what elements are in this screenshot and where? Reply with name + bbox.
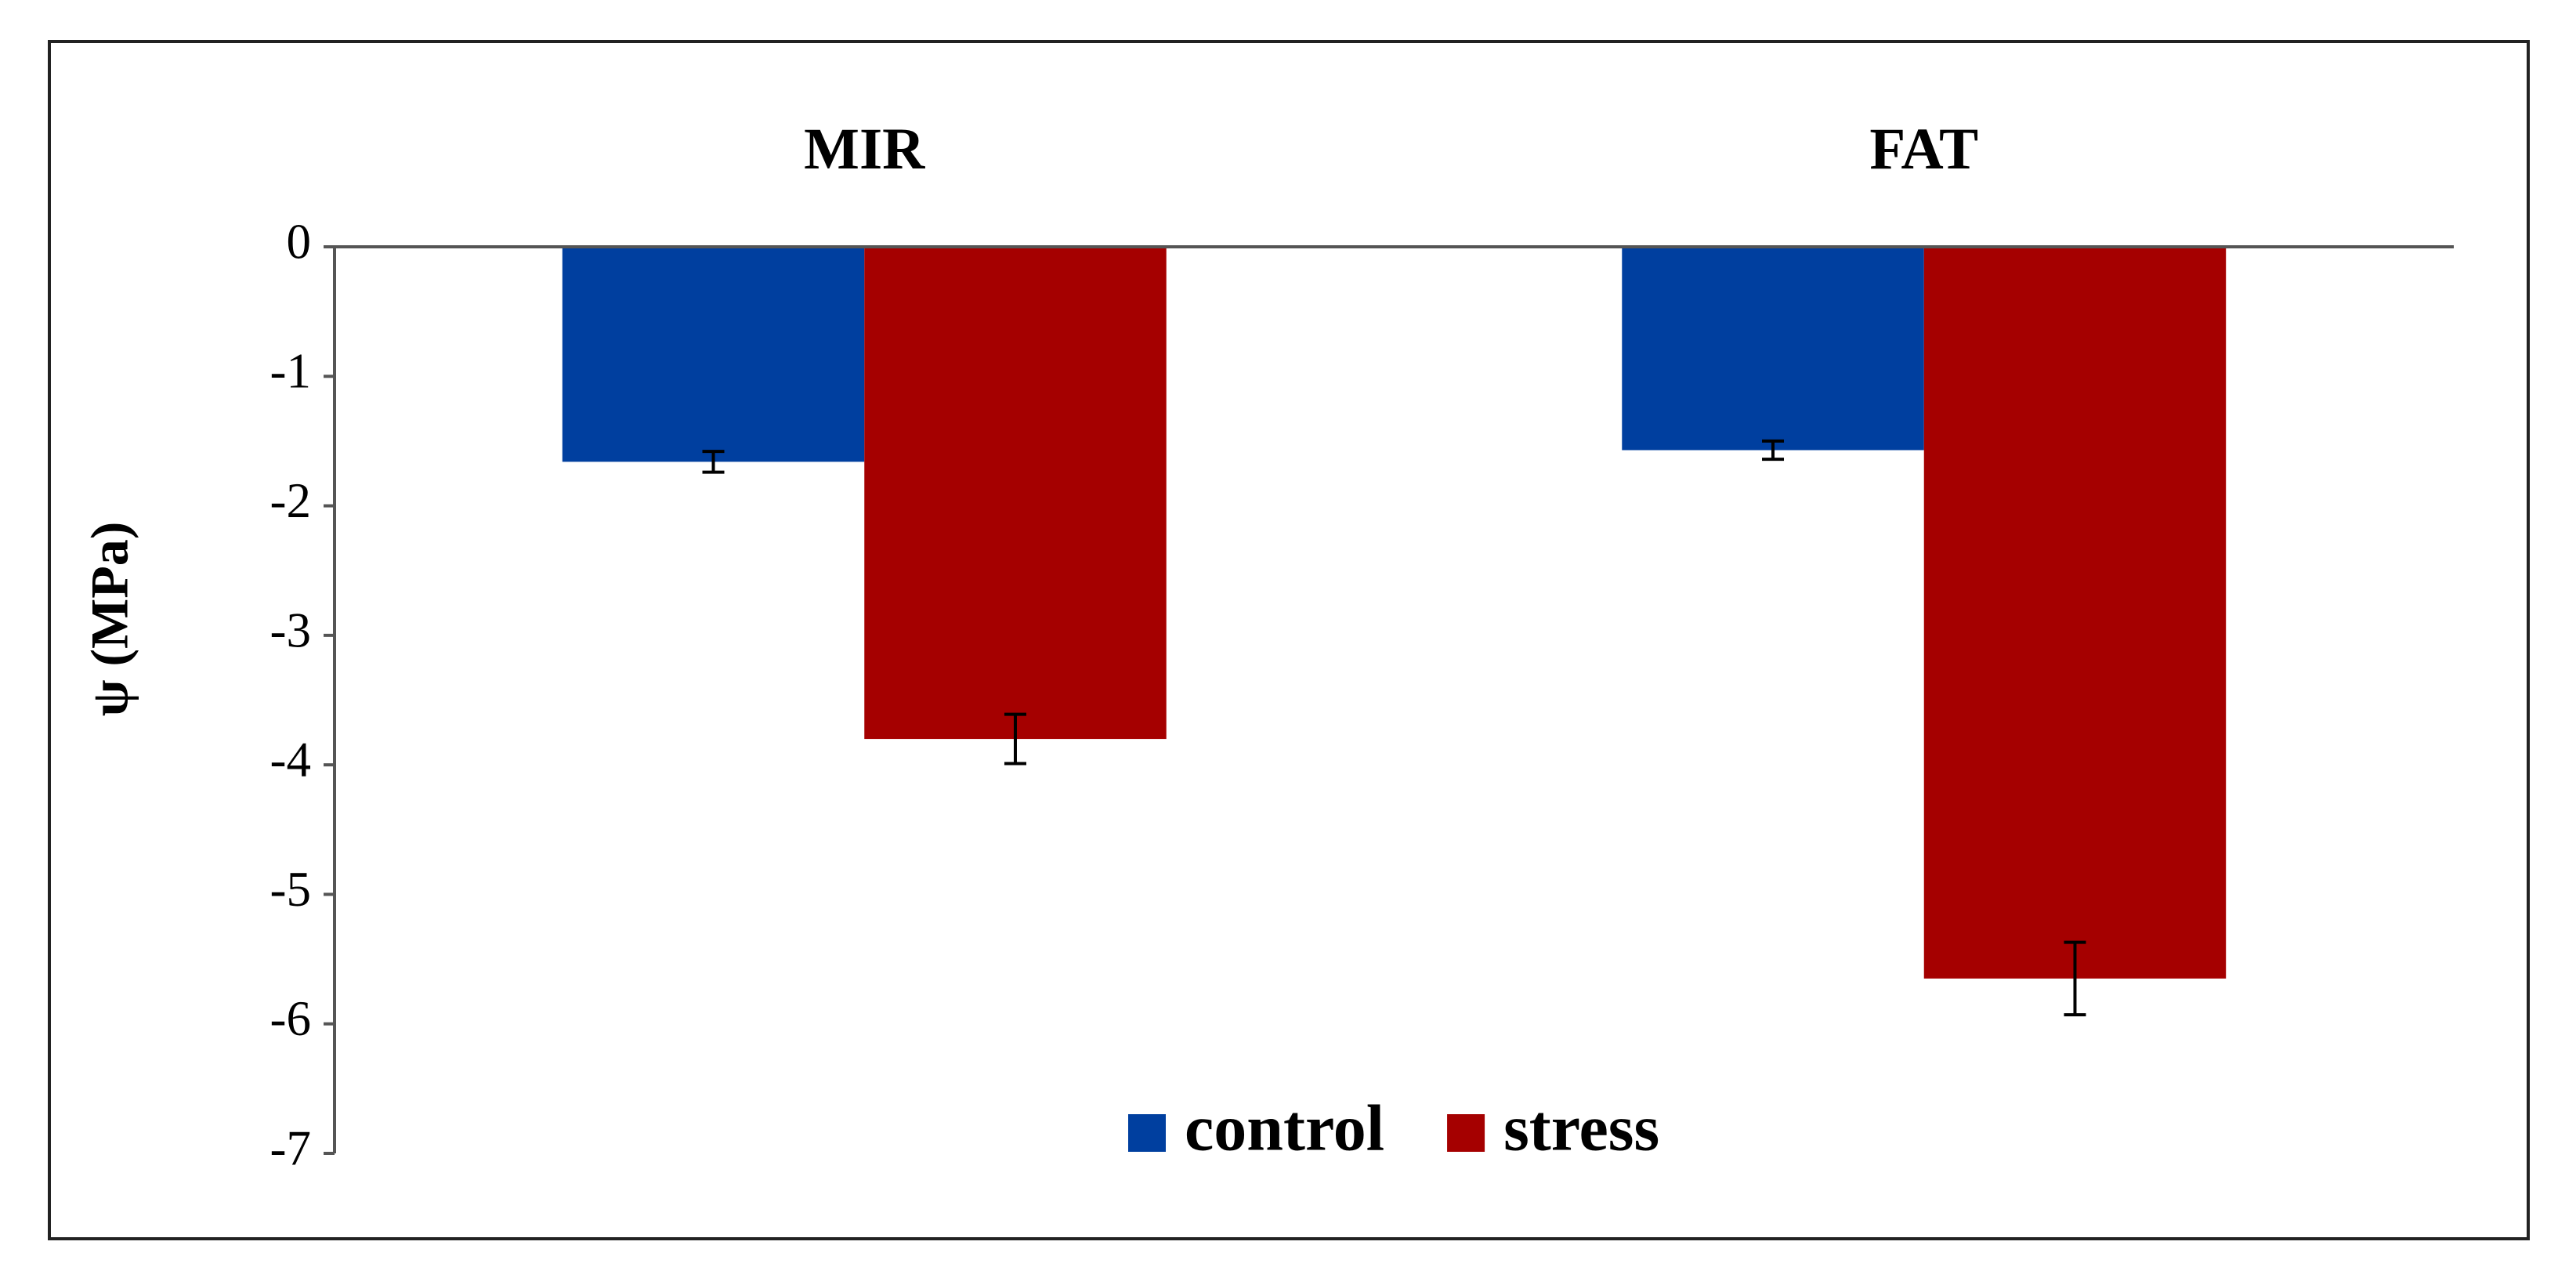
error-bar [2064, 940, 2086, 1017]
legend-swatch [1447, 1114, 1485, 1152]
bar [562, 247, 865, 462]
y-tick-label: -5 [270, 862, 311, 917]
error-bar [1004, 712, 1026, 766]
y-tick-label: 0 [287, 214, 312, 269]
y-tick-label: -7 [270, 1120, 311, 1175]
y-tick-label: -4 [270, 733, 311, 787]
legend-swatch [1128, 1114, 1166, 1152]
y-tick-label: -2 [270, 473, 311, 528]
bar [1622, 247, 1924, 451]
category-label: FAT [1869, 117, 1978, 182]
bar [864, 247, 1167, 740]
y-tick-label: -6 [270, 991, 311, 1046]
y-tick-label: -3 [270, 603, 311, 657]
error-bar [702, 450, 725, 474]
legend-label: control [1185, 1091, 1384, 1164]
category-label: MIR [804, 117, 925, 182]
y-axis-label: ψ (MPa) [80, 522, 139, 717]
bar [1923, 247, 2227, 979]
error-bar [1762, 439, 1785, 462]
legend-label: stress [1503, 1091, 1659, 1164]
y-tick-label: -1 [270, 344, 311, 399]
